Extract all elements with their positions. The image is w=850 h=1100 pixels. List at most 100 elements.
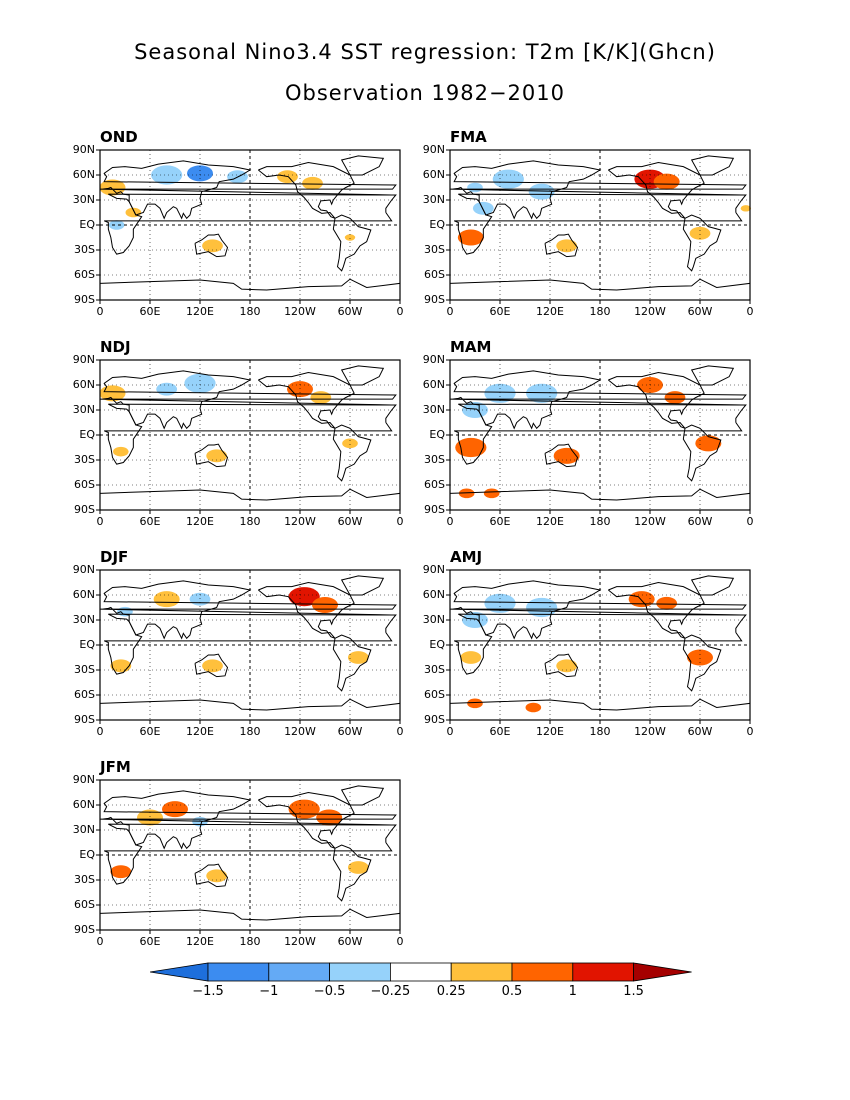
anomaly-patch	[689, 226, 711, 240]
x-tick-label: 120W	[634, 305, 666, 318]
panel-label: AMJ	[450, 548, 483, 566]
anomaly-patch	[302, 176, 323, 190]
map-panel-ond: OND 90N 60N 30N EQ 30S 60S 90S 0 60E 120E 180 120W 60…	[73, 128, 404, 318]
y-tick-label: 60N	[72, 168, 95, 181]
y-tick-label: 90S	[74, 503, 95, 516]
y-tick-label: EQ	[79, 218, 95, 231]
x-tick-label: 120E	[186, 515, 214, 528]
y-tick-label: 30N	[422, 193, 445, 206]
anomaly-patch	[206, 449, 228, 463]
x-tick-label: 0	[396, 515, 404, 528]
anomaly-patch	[153, 591, 180, 608]
coastline	[682, 424, 722, 482]
map-plot	[96, 569, 401, 724]
anomaly-patch	[287, 381, 313, 398]
colorbar-min-arrow	[150, 962, 209, 982]
y-tick-label: 30S	[424, 453, 445, 466]
y-tick-label: 60S	[424, 688, 445, 701]
y-tick-label: 60N	[422, 588, 445, 601]
y-tick-label: 30S	[74, 453, 95, 466]
y-tick-label: 30S	[424, 243, 445, 256]
y-tick-label: 90N	[422, 353, 445, 366]
coastline	[340, 575, 385, 596]
anomaly-patch	[202, 239, 223, 253]
x-tick-label: 180	[589, 515, 611, 528]
map-plot	[446, 149, 752, 304]
anomaly-patch	[525, 702, 542, 713]
anomaly-patch	[460, 651, 482, 664]
coastline	[453, 613, 747, 675]
colorbar-segment	[511, 962, 574, 982]
panel-label: MAM	[450, 338, 492, 356]
y-tick-label: EQ	[79, 638, 95, 651]
y-tick-label: 60N	[72, 378, 95, 391]
y-tick-label: 60N	[422, 168, 445, 181]
anomaly-patch	[740, 205, 752, 212]
coastline	[544, 653, 579, 678]
y-tick-label: EQ	[429, 638, 445, 651]
anomaly-patch	[288, 799, 320, 819]
anomaly-patch	[151, 165, 183, 185]
coastline	[682, 634, 722, 692]
x-tick-label: 120W	[634, 725, 666, 738]
y-tick-label: 30N	[72, 403, 95, 416]
x-tick-label: 0	[396, 725, 404, 738]
x-tick-label: 60E	[139, 725, 161, 738]
y-tick-label: 90S	[424, 503, 445, 516]
coastline	[194, 443, 229, 468]
x-tick-label: 0	[746, 305, 754, 318]
colorbar-segment	[207, 962, 270, 982]
y-tick-label: 30N	[422, 403, 445, 416]
anomaly-patch	[484, 593, 516, 613]
x-tick-label: 120W	[284, 935, 316, 948]
anomaly-patch	[99, 179, 126, 196]
x-tick-label: 120E	[536, 515, 564, 528]
y-tick-label: 60N	[72, 588, 95, 601]
x-tick-label: 0	[396, 935, 404, 948]
map-panel-djf: DJF 90N 60N 30N EQ 30S 60S 90S 0 60E 120E 180 120W 60…	[73, 548, 404, 738]
coastline	[99, 160, 397, 220]
anomaly-patch	[455, 437, 487, 458]
coastline	[453, 403, 747, 465]
y-tick-label: 90N	[72, 143, 95, 156]
coastline	[332, 214, 372, 272]
anomaly-patch	[342, 438, 358, 449]
y-tick-label: 90S	[424, 713, 445, 726]
coastline	[453, 193, 747, 255]
x-tick-label: 0	[746, 515, 754, 528]
y-tick-label: 30N	[72, 613, 95, 626]
y-tick-label: 90N	[422, 143, 445, 156]
x-tick-label: 60E	[139, 305, 161, 318]
colorbar-segment	[329, 962, 391, 982]
x-tick-label: 60W	[337, 305, 363, 318]
map-panel-jfm: JFM 90N 60N 30N EQ 30S 60S 90S 0 60E 120E 180 120W 60…	[73, 758, 404, 948]
y-tick-label: 90N	[72, 563, 95, 576]
y-tick-label: EQ	[429, 428, 445, 441]
y-tick-label: 30S	[74, 243, 95, 256]
coastline	[332, 424, 372, 482]
x-tick-label: 0	[96, 935, 104, 948]
colorbar-segment	[572, 962, 634, 982]
anomaly-patch	[556, 659, 578, 673]
anomaly-patch	[467, 698, 483, 709]
y-tick-label: 90N	[422, 563, 445, 576]
y-tick-label: 90S	[74, 713, 95, 726]
x-tick-label: 180	[239, 305, 261, 318]
y-tick-label: 60S	[424, 478, 445, 491]
colorbar-tick-label: −0.5	[313, 984, 346, 999]
anomaly-patch	[347, 861, 369, 874]
coastline	[194, 653, 229, 678]
anomaly-patch	[628, 591, 655, 608]
y-tick-label: 60S	[74, 478, 95, 491]
anomaly-patch	[458, 488, 475, 499]
anomaly-patch	[310, 391, 332, 404]
coastline	[258, 161, 355, 219]
x-tick-label: 0	[746, 725, 754, 738]
coastline	[608, 581, 705, 639]
coastline	[544, 443, 579, 468]
coastline	[340, 365, 385, 386]
coastline	[690, 155, 735, 176]
coastline	[449, 370, 747, 430]
y-tick-label: 90S	[74, 923, 95, 936]
map-panel-ndj: NDJ 90N 60N 30N EQ 30S 60S 90S 0 60E 120E 180 120W 60…	[73, 338, 404, 528]
